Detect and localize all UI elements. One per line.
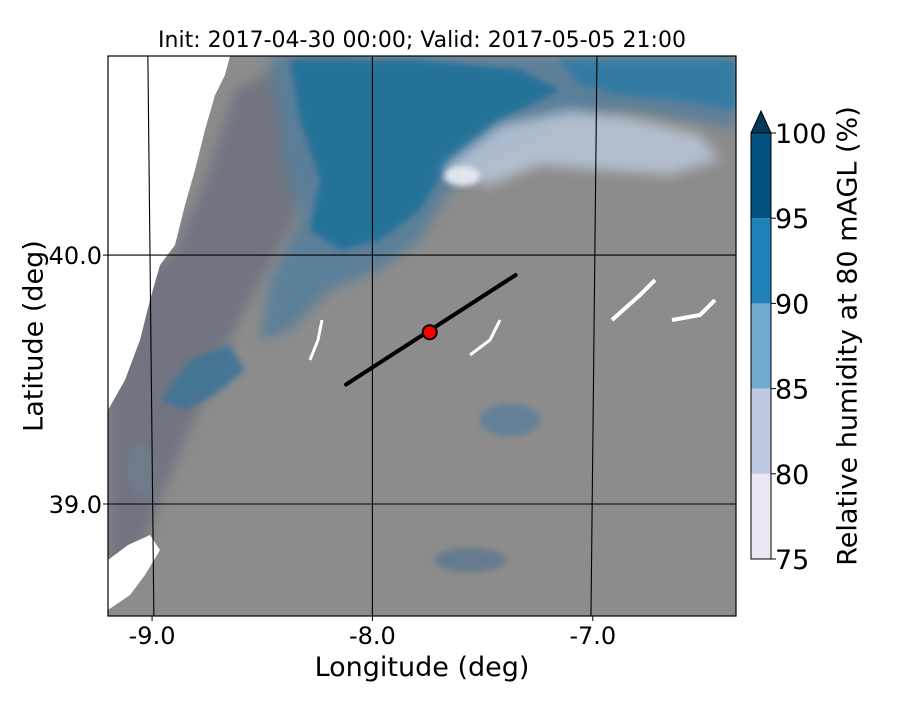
x-axis-label: Longitude (deg) bbox=[314, 652, 530, 683]
colorbar-segment bbox=[751, 303, 771, 389]
overlay bbox=[343, 273, 518, 387]
meridian-line bbox=[147, 56, 155, 616]
plot-frame bbox=[107, 55, 737, 617]
colorbar-tick-label: 75 bbox=[775, 545, 809, 576]
colorbar-frame bbox=[750, 132, 772, 560]
colorbar-segment bbox=[751, 133, 771, 219]
colorbar-segment bbox=[751, 388, 771, 474]
reservoir-east bbox=[610, 278, 717, 322]
colorbar-tick-label: 100 bbox=[775, 119, 827, 150]
x-tick-label: -8.0 bbox=[349, 622, 396, 650]
colorbar: 75 80 85 90 95 100 bbox=[750, 109, 827, 576]
ocean-area bbox=[108, 56, 230, 410]
humid-patch-central bbox=[480, 404, 540, 436]
y-ticks: 40.0 39.0 bbox=[49, 242, 108, 519]
colorbar-label: Relative humidity at 80 mAGL (%) bbox=[832, 106, 864, 566]
pale-ridge bbox=[440, 110, 720, 185]
x-tick-label: -7.0 bbox=[569, 622, 616, 650]
x-ticks: -9.0 -8.0 -7.0 bbox=[129, 616, 616, 650]
y-axis-label: Latitude (deg) bbox=[18, 240, 50, 432]
x-tick-label: -9.0 bbox=[129, 622, 176, 650]
estuary bbox=[108, 535, 160, 610]
humid-core-ne bbox=[560, 60, 736, 110]
humid-core-north bbox=[290, 60, 560, 250]
y-tick-label: 39.0 bbox=[49, 491, 102, 519]
meridian-line bbox=[590, 56, 598, 616]
colorbar-segment bbox=[751, 473, 771, 559]
colorbar-tick-label: 80 bbox=[775, 460, 809, 491]
colorbar-tick-label: 85 bbox=[775, 375, 809, 406]
humidity-map bbox=[108, 56, 736, 616]
colorbar-segment bbox=[751, 218, 771, 304]
reservoir-central bbox=[308, 319, 502, 361]
colorbar-tick-label: 95 bbox=[775, 204, 809, 235]
humid-patch-west bbox=[126, 444, 154, 496]
humid-patch-sw bbox=[160, 345, 245, 410]
chart-title: Init: 2017-04-30 00:00; Valid: 2017-05-0… bbox=[158, 28, 686, 53]
pale-spot bbox=[444, 166, 480, 186]
colorbar-tick-label: 90 bbox=[775, 289, 809, 320]
colorbar-extend-arrow bbox=[750, 109, 772, 134]
graticule bbox=[108, 56, 736, 616]
site-marker bbox=[421, 324, 438, 341]
humid-patch-south bbox=[434, 548, 506, 572]
y-tick-label: 40.0 bbox=[49, 242, 102, 270]
